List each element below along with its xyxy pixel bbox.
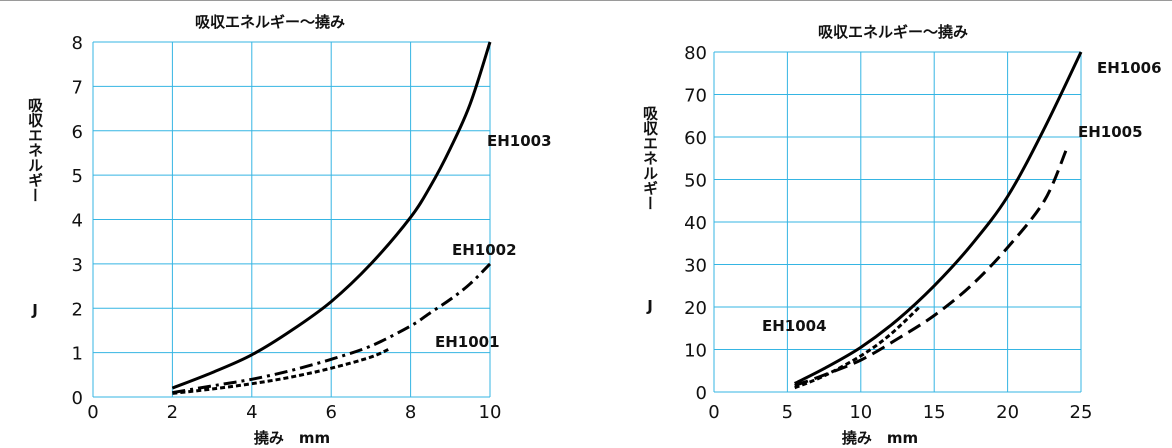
chart-right-y-tick-label: 30	[684, 256, 707, 277]
chart-left-series-label-eh1003: EH1003	[487, 132, 552, 150]
chart-right-xlabel: 撓み mm	[842, 429, 918, 447]
chart-right-ylabel: 吸収エネルギー J	[641, 106, 659, 316]
chart-left-xlabel: 撓み mm	[254, 429, 330, 447]
chart-right-series-line-eh1006	[794, 51, 1083, 385]
chart-right-y-tick-label: 60	[684, 128, 707, 149]
chart-right-y-tick-label: 40	[684, 213, 707, 234]
chart-right-y-tick-label: 50	[684, 171, 707, 192]
chart-left-series-label-eh1002: EH1002	[452, 241, 517, 259]
chart-right-ylabel-text: 吸収エネルギー	[641, 106, 659, 211]
chart-right-x-tick-label: 20	[996, 402, 1019, 423]
chart-right-series-line-eh1004	[794, 305, 921, 390]
chart-right-series-label-eh1004: EH1004	[762, 317, 827, 335]
chart-left-y-tick-label: 2	[72, 299, 83, 320]
chart-right-series-label-eh1005: EH1005	[1078, 123, 1143, 141]
chart-left-y-ticks: 0 1 2 3 4 5 6 7 8	[72, 33, 83, 409]
chart-right-y-ticks: 0 10 20 30 40 50 60 70 80	[684, 43, 707, 404]
chart-left-ylabel: 吸収エネルギー J	[26, 98, 44, 320]
chart-left-y-tick-label: 0	[72, 388, 83, 409]
top-border-line	[0, 0, 1172, 1]
chart-right-y-tick-label: 70	[684, 86, 707, 107]
chart-right-x-tick-label: 0	[708, 402, 719, 423]
chart-left-x-tick-label: 6	[325, 402, 336, 423]
chart-right-series-label-eh1006: EH1006	[1097, 59, 1162, 77]
chart-left-y-tick-label: 4	[72, 211, 83, 232]
chart-right-series	[794, 51, 1083, 390]
chart-left-series	[171, 41, 492, 395]
chart-left-grid	[92, 41, 491, 398]
chart-left-x-tick-label: 10	[479, 402, 502, 423]
chart-right-y-tick-label: 80	[684, 43, 707, 64]
chart-left-x-tick-label: 4	[246, 402, 257, 423]
chart-left-y-tick-label: 6	[72, 122, 83, 143]
chart-right-grid	[713, 51, 1082, 393]
chart-right-series-line-eh1005	[794, 149, 1068, 388]
chart-right-x-tick-label: 25	[1070, 402, 1093, 423]
chart-right-x-tick-label: 15	[923, 402, 946, 423]
chart-left-y-tick-label: 5	[72, 166, 83, 187]
chart-left-series-line-eh1003	[171, 41, 492, 390]
chart-right-x-tick-label: 5	[782, 402, 793, 423]
chart-right-y-tick-label: 10	[684, 341, 707, 362]
chart-left-title: 吸収エネルギー～撓み	[195, 13, 345, 31]
chart-left-x-tick-label: 0	[87, 402, 98, 423]
chart-left-x-ticks: 0 2 4 6 8 10	[87, 402, 501, 423]
chart-left-ylabel-unit: J	[31, 301, 38, 319]
chart-right-y-tick-label: 0	[696, 383, 707, 404]
chart-right-ylabel-unit: J	[646, 297, 653, 315]
chart-left-series-label-eh1001: EH1001	[435, 333, 500, 351]
chart-left-y-tick-label: 1	[72, 344, 83, 365]
chart-left-series-line-eh1001	[172, 346, 392, 395]
chart-left-x-tick-label: 8	[405, 402, 416, 423]
chart-right: 吸収エネルギー～撓み 吸収エネルギー J 撓み mm 0102030405060…	[641, 23, 1162, 447]
chart-left-y-tick-label: 3	[72, 255, 83, 276]
chart-left: 吸収エネルギー～撓み 吸収エネルギー J 撓み mm 0 1 2 3 4 5 6 7 8 0 2 4…	[26, 13, 552, 447]
chart-left-x-tick-label: 2	[167, 402, 178, 423]
chart-left-y-tick-label: 8	[72, 33, 83, 54]
chart-right-x-tick-label: 10	[849, 402, 872, 423]
chart-right-x-ticks: 0 5 10 15 20 25	[708, 402, 1092, 423]
chart-right-y-tick-label: 20	[684, 298, 707, 319]
chart-right-title: 吸収エネルギー～撓み	[818, 23, 968, 41]
chart-left-y-tick-label: 7	[72, 77, 83, 98]
chart-left-ylabel-text: 吸収エネルギー	[26, 98, 44, 203]
